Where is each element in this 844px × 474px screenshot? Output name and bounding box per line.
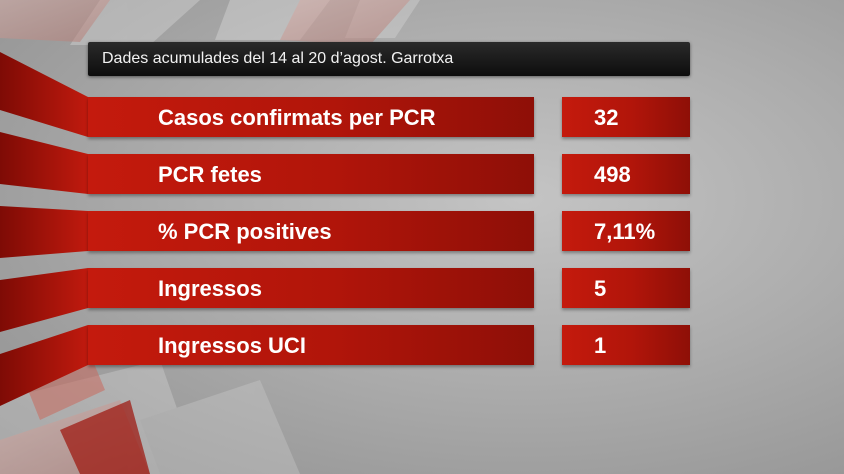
row-value-ingressos-uci: 1 xyxy=(562,325,690,365)
title-bar: Dades acumulades del 14 al 20 d’agost. G… xyxy=(88,42,690,76)
row-label-ingressos-uci: Ingressos UCI xyxy=(88,325,534,365)
row-label-pcr-fetes: PCR fetes xyxy=(88,154,534,194)
row-label-pcr-positives: % PCR positives xyxy=(88,211,534,251)
value-text: 1 xyxy=(594,333,607,358)
value-text: 5 xyxy=(594,276,607,301)
perspective-ribbons xyxy=(0,52,150,474)
label-text: Ingressos UCI xyxy=(158,333,306,358)
value-text: 7,11% xyxy=(594,219,656,244)
row-label-ingressos: Ingressos xyxy=(88,268,534,308)
row-value-casos-confirmats: 32 xyxy=(562,97,690,137)
row-value-pcr-positives: 7,11% xyxy=(562,211,690,251)
label-text: PCR fetes xyxy=(158,162,262,187)
value-text: 32 xyxy=(594,105,619,130)
label-text: Casos confirmats per PCR xyxy=(158,105,436,130)
title-text: Dades acumulades del 14 al 20 d’agost. G… xyxy=(102,50,454,67)
row-label-casos-confirmats: Casos confirmats per PCR xyxy=(88,97,534,137)
label-text: Ingressos xyxy=(158,276,262,301)
value-text: 498 xyxy=(594,162,631,187)
row-value-ingressos: 5 xyxy=(562,268,690,308)
row-value-pcr-fetes: 498 xyxy=(562,154,690,194)
label-text: % PCR positives xyxy=(158,219,332,244)
